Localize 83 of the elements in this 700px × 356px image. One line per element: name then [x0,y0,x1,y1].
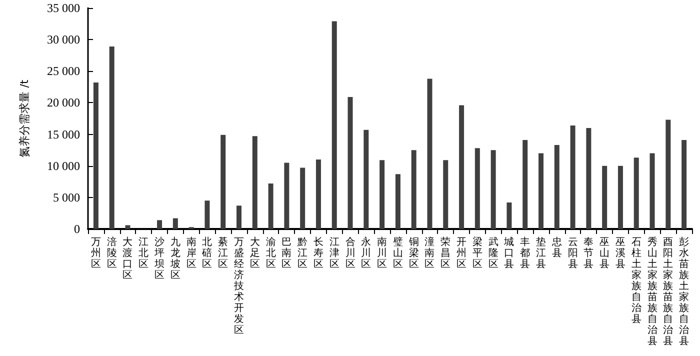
bar [220,134,226,229]
x-tick-label: 大渡口区 [122,236,133,281]
y-tick-label: 0 [74,222,80,236]
bar [348,97,353,229]
x-tick-label: 江津区 [329,236,340,270]
bar [490,150,496,229]
bar [538,153,544,229]
x-tick-label: 奉节县 [584,237,594,270]
bar [157,220,162,229]
y-tick-label: 25 000 [47,64,80,78]
x-tick-label: 长寿区 [313,236,324,270]
bar [300,168,306,229]
x-tick-label: 忠县 [550,236,562,259]
bar [570,125,576,229]
bar [204,200,210,229]
bar [522,140,528,229]
x-tick-label: 璧山区 [392,236,403,270]
y-tick-label: 20 000 [47,96,80,110]
y-axis-title: 氮养分需求量 /t [18,79,31,158]
x-tick-label: 大足区 [250,236,260,270]
x-tick-label: 涪陵区 [106,236,117,270]
x-tick-label: 城口县 [503,236,514,270]
x-tick-label: 潼南区 [424,236,435,270]
x-tick-label: 渝北区 [266,236,276,270]
bar [236,206,242,229]
x-tick-label: 万州区 [90,237,101,270]
bar [380,160,385,229]
bar [443,160,448,229]
bar [332,21,337,229]
bar [554,145,560,229]
bar [650,153,655,229]
bar [109,46,114,229]
bar [427,78,432,229]
x-tick-label: 丰都县 [520,236,530,270]
x-tick-label: 合川区 [345,236,356,270]
x-tick-label: 永川区 [361,236,372,270]
y-tick-label: 30 000 [47,32,80,47]
x-tick-label: 石柱土家族自治县 [631,237,642,325]
category-label: 酉阳土家族苗族自治县 [663,237,674,347]
bar [411,150,416,229]
x-tick-label: 铜梁区 [408,237,419,270]
bar [459,105,464,229]
x-tick-label: 武隆区 [488,236,498,270]
x-tick-label: 巫溪县 [615,237,626,270]
x-tick-label: 云阳县 [568,237,578,270]
y-tick-label: 5 000 [53,190,80,204]
bar [172,218,178,229]
bar [395,174,400,229]
bar [364,130,369,229]
bar [125,225,130,229]
x-tick-label: 垫江县 [536,236,546,270]
bar [634,158,639,229]
x-tick-label: 黔江区 [296,236,308,270]
bar [666,120,671,229]
category-label: 彭水苗族土家族自治县 [679,237,690,347]
bar [506,202,512,229]
x-tick-label: 巫山县 [600,237,610,270]
x-tick-label: 荣昌区 [440,236,451,270]
x-tick-label: 沙坪坝区 [154,236,165,281]
bar [474,148,480,229]
x-tick-label: 梁平区 [472,236,482,270]
bar [618,166,623,229]
bar [316,160,321,229]
y-tick-label: 15 000 [47,127,80,142]
category-label: 万盛经济技术开发区 [234,237,244,336]
bar [268,184,274,229]
bar [602,166,608,229]
x-tick-label: 南岸区 [186,236,196,270]
bar [682,140,687,229]
x-tick-label: 北碚区 [201,236,212,270]
x-tick-label: 南川区 [377,236,388,270]
x-tick-label: 巴南区 [282,237,292,270]
bar [252,136,258,229]
x-tick-label: 九龙坡区 [169,236,180,281]
y-tick-label: 35 000 [47,1,80,15]
x-tick-label: 开州区 [456,237,467,270]
category-label: 秀山土家族苗族自治县 [647,237,658,347]
y-tick-label: 10 000 [47,158,80,173]
x-tick-label: 綦江区 [218,236,228,270]
bar [586,128,592,229]
x-tick-label: 江北区 [138,236,149,270]
bar [284,162,290,229]
bar [93,82,98,229]
